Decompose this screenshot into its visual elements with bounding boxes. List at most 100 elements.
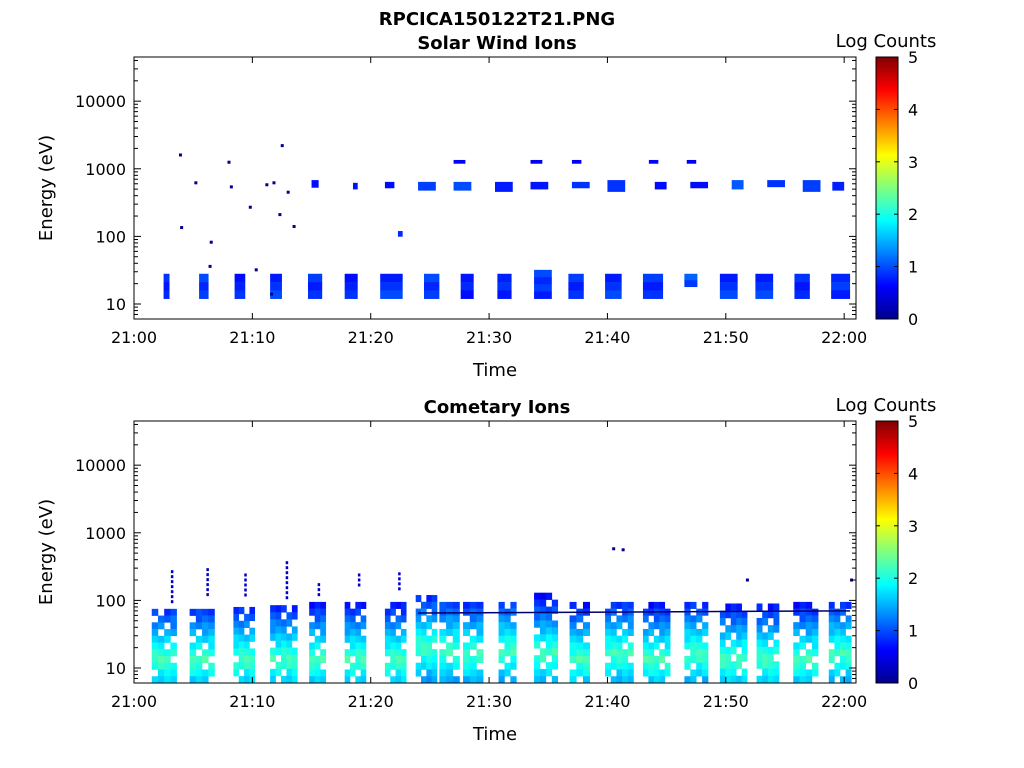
heat-cell — [170, 649, 177, 657]
heat-block — [497, 273, 512, 283]
heat-cell — [400, 662, 407, 670]
y-tick-label: 10000 — [75, 456, 126, 475]
heat-cell — [286, 640, 293, 648]
heat-cell — [202, 629, 209, 637]
heat-cell — [476, 655, 484, 664]
heat-block — [344, 282, 358, 291]
heat-cell — [569, 628, 577, 636]
heat-cell — [320, 608, 327, 616]
trace-line — [418, 610, 851, 614]
heat-cell — [281, 661, 287, 670]
heat-cell — [534, 599, 541, 607]
heat-cell — [344, 622, 351, 630]
heat-cell — [690, 642, 697, 650]
heat-cell — [659, 622, 666, 630]
heat-cell — [275, 619, 282, 627]
heat-cell — [314, 662, 321, 670]
heat-cell — [384, 608, 391, 616]
spike-cell — [357, 583, 361, 587]
heat-cell — [799, 622, 806, 630]
heat-cell — [281, 633, 287, 641]
y-tick-label: 1000 — [85, 524, 126, 543]
heat-cell — [360, 669, 367, 677]
heat-cell — [840, 655, 846, 664]
heat-cell — [208, 615, 215, 623]
heat-cell — [452, 635, 460, 643]
heat-block — [495, 181, 513, 192]
heat-cell — [233, 634, 240, 642]
heat-cell — [582, 622, 590, 630]
heat-block — [397, 231, 403, 237]
heat-cell — [690, 655, 697, 664]
colorbar-tick-label: 5 — [908, 412, 918, 431]
heat-cell — [360, 676, 367, 684]
heat-cell — [690, 649, 697, 657]
panel-title-solar-wind: Solar Wind Ions — [417, 33, 576, 54]
heat-cell — [189, 608, 197, 616]
heat-cell — [762, 646, 769, 655]
heat-cell — [534, 606, 541, 614]
heat-cell — [270, 619, 276, 627]
heat-cell — [510, 642, 517, 650]
heat-cell — [805, 628, 813, 636]
heat-block — [270, 282, 282, 291]
heat-cell — [793, 628, 800, 636]
heat-cell — [238, 627, 245, 635]
heat-cell — [545, 620, 553, 628]
heat-cell — [551, 648, 559, 656]
heat-cell — [189, 622, 197, 630]
spike-cell — [317, 593, 321, 597]
heat-cell — [653, 676, 660, 684]
heat-cell — [463, 601, 471, 609]
heat-cell — [498, 635, 505, 643]
heat-cell — [249, 662, 256, 670]
heat-cell — [736, 632, 742, 640]
heat-block — [234, 273, 246, 283]
heat-cell — [463, 669, 471, 677]
heat-block — [344, 290, 358, 299]
heat-block — [163, 273, 170, 283]
heat-cell — [469, 622, 477, 630]
count-dot — [278, 213, 282, 217]
heat-cell — [616, 622, 623, 630]
heat-cell — [360, 635, 367, 643]
heat-cell — [696, 628, 703, 636]
heat-cell — [415, 608, 422, 616]
heat-cell — [569, 676, 577, 684]
heat-block — [642, 282, 664, 291]
heat-cell — [233, 613, 240, 622]
heat-cell — [309, 601, 315, 609]
heat-cell — [431, 595, 438, 603]
heat-cell — [446, 642, 454, 650]
spike-cell — [398, 572, 401, 576]
heat-cell — [616, 615, 623, 623]
heat-cell — [355, 655, 361, 664]
heat-cell — [157, 642, 165, 650]
heat-cell — [702, 622, 709, 630]
heat-cell — [421, 628, 427, 636]
heat-cell — [736, 625, 742, 633]
heat-cell — [400, 655, 407, 664]
heat-cell — [551, 606, 559, 614]
spike-cell — [206, 588, 209, 592]
heat-cell — [719, 646, 726, 655]
heat-cell — [452, 676, 460, 684]
heat-cell — [576, 669, 584, 677]
heat-cell — [696, 649, 703, 657]
count-dot — [850, 578, 854, 582]
heat-cell — [605, 615, 612, 623]
heat-cell — [762, 654, 769, 662]
heat-cell — [799, 635, 806, 643]
heat-cell — [719, 661, 726, 669]
heat-cell — [659, 649, 666, 657]
heat-cell — [551, 655, 559, 663]
heat-cell — [431, 601, 438, 609]
heat-cell — [805, 608, 813, 616]
count-dot — [180, 226, 184, 230]
heat-cell — [157, 649, 165, 657]
heat-cell — [463, 649, 471, 657]
heat-cell — [610, 662, 617, 670]
heat-cell — [400, 628, 407, 636]
heat-cell — [355, 635, 361, 643]
heat-cell — [164, 615, 171, 623]
